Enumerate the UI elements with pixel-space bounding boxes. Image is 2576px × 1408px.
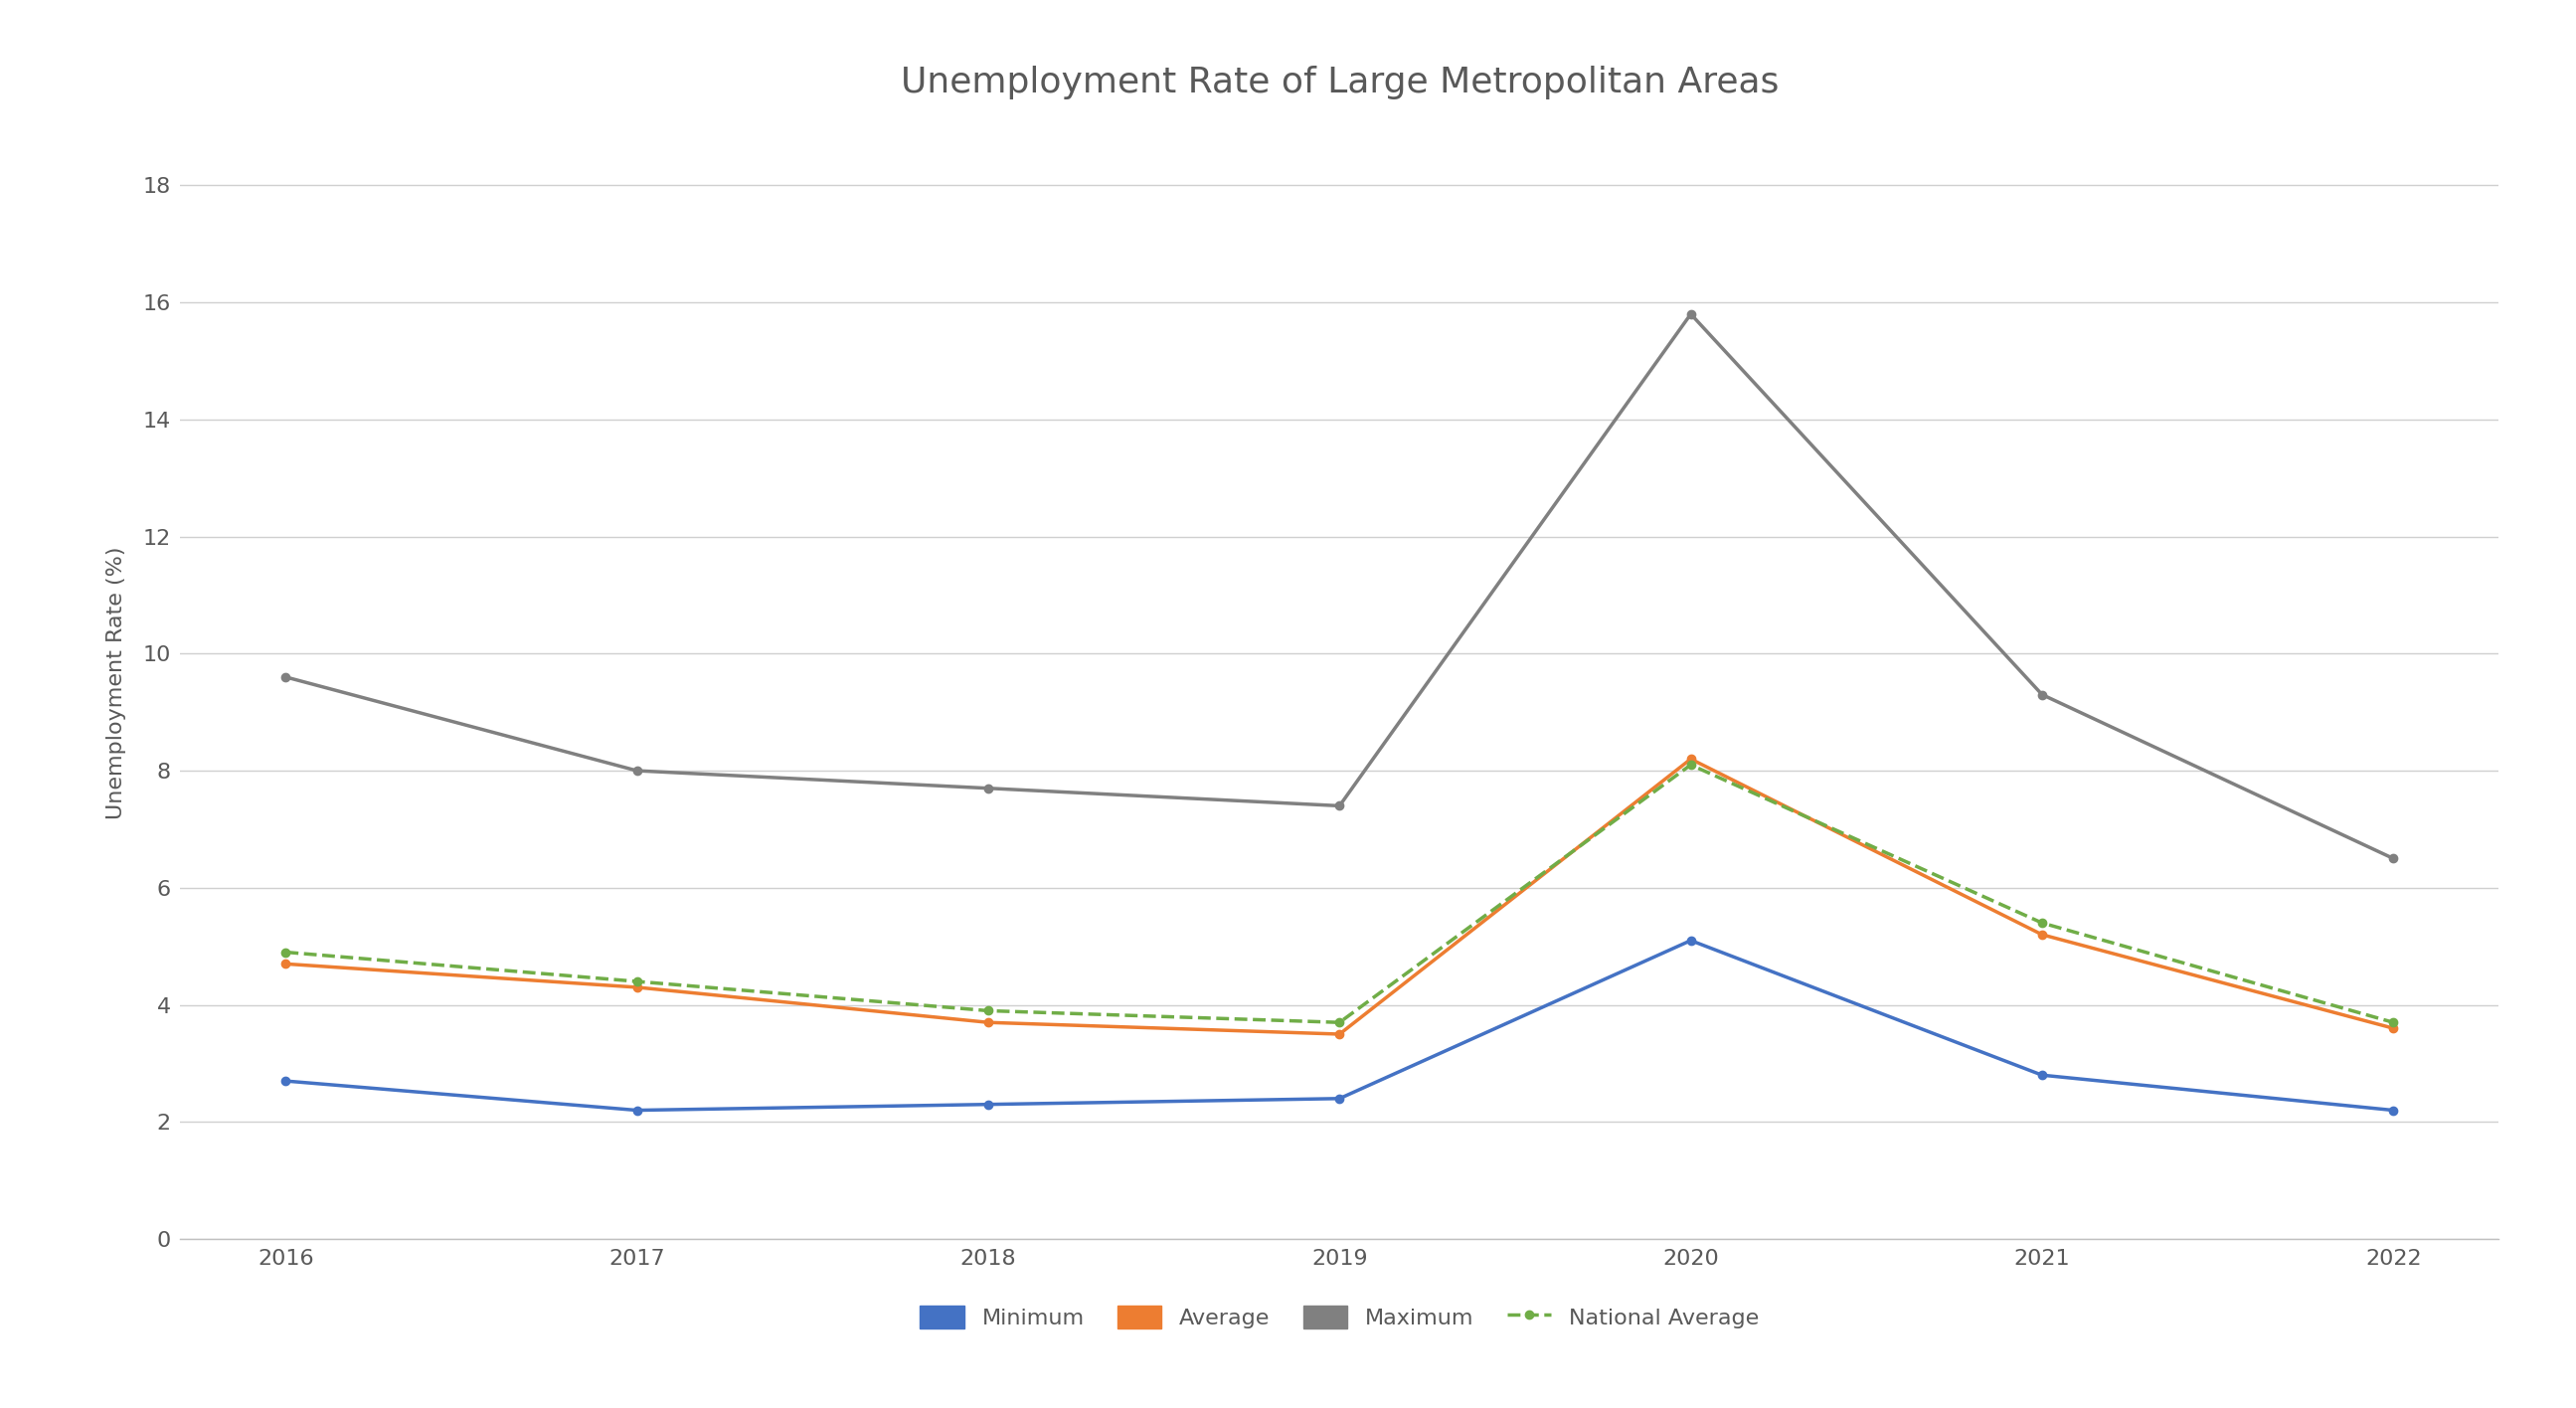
Legend: Minimum, Average, Maximum, National Average: Minimum, Average, Maximum, National Aver… bbox=[909, 1294, 1770, 1339]
Maximum bbox=[621, 762, 652, 779]
Average bbox=[2027, 926, 2058, 943]
National Average bbox=[270, 943, 301, 960]
Maximum bbox=[2027, 686, 2058, 703]
Average bbox=[270, 956, 301, 973]
Maximum bbox=[1674, 306, 1705, 322]
Minimum bbox=[2378, 1102, 2409, 1119]
Minimum bbox=[621, 1102, 652, 1119]
Minimum bbox=[2027, 1067, 2058, 1084]
Line: National Average: National Average bbox=[281, 760, 2398, 1026]
Minimum bbox=[1674, 932, 1705, 949]
National Average bbox=[621, 973, 652, 990]
Maximum bbox=[1324, 797, 1355, 814]
Average bbox=[621, 979, 652, 995]
Average bbox=[2378, 1019, 2409, 1036]
Average bbox=[974, 1014, 1005, 1031]
Maximum bbox=[974, 780, 1005, 797]
National Average bbox=[2027, 914, 2058, 931]
National Average bbox=[1324, 1014, 1355, 1031]
Average bbox=[1324, 1025, 1355, 1042]
Line: Maximum: Maximum bbox=[281, 310, 2398, 863]
National Average bbox=[2378, 1014, 2409, 1031]
Y-axis label: Unemployment Rate (%): Unemployment Rate (%) bbox=[106, 546, 126, 819]
Maximum bbox=[270, 669, 301, 686]
Average bbox=[1674, 750, 1705, 767]
Minimum bbox=[270, 1073, 301, 1090]
National Average bbox=[1674, 756, 1705, 773]
Line: Minimum: Minimum bbox=[281, 936, 2398, 1114]
Title: Unemployment Rate of Large Metropolitan Areas: Unemployment Rate of Large Metropolitan … bbox=[902, 65, 1777, 99]
Minimum bbox=[974, 1095, 1005, 1112]
Line: Average: Average bbox=[281, 755, 2398, 1038]
Minimum bbox=[1324, 1090, 1355, 1107]
National Average bbox=[974, 1002, 1005, 1019]
Maximum bbox=[2378, 850, 2409, 867]
